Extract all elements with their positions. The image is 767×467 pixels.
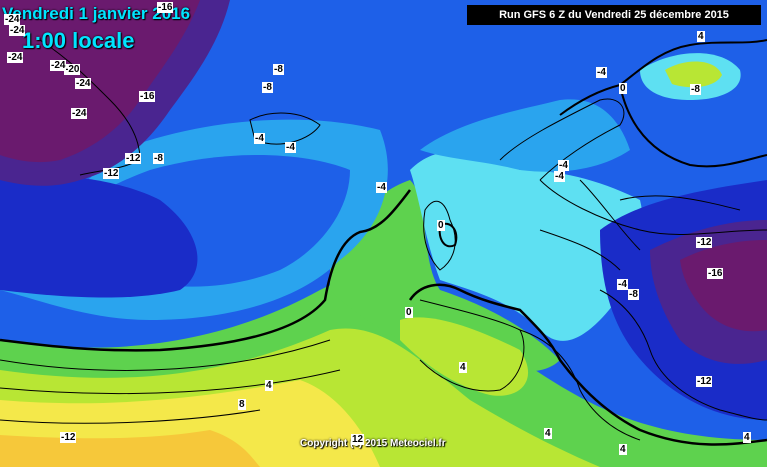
valid-time: 1:00 locale — [22, 28, 135, 53]
contour-label: -12 — [103, 168, 120, 179]
contour-label: -24 — [7, 52, 24, 63]
contour-label: -12 — [60, 432, 77, 443]
contour-label: 8 — [238, 399, 246, 410]
contour-label: 0 — [437, 220, 445, 231]
run-info: Run GFS 6 Z du Vendredi 25 décembre 2015 — [467, 5, 761, 25]
contour-label: 0 — [405, 307, 413, 318]
contour-label: 4 — [697, 31, 705, 42]
contour-label: -24 — [71, 108, 88, 119]
contour-label: -24 — [9, 25, 26, 36]
valid-date: Vendredi 1 janvier 2016 — [2, 4, 191, 23]
contour-label: 4 — [265, 380, 273, 391]
contour-label: -24 — [4, 14, 21, 25]
contour-label: -4 — [554, 171, 565, 182]
contour-label: 4 — [619, 444, 627, 455]
contour-label: -8 — [690, 84, 701, 95]
contour-label: -8 — [273, 64, 284, 75]
contour-label: -24 — [50, 60, 67, 71]
contour-label: -8 — [153, 153, 164, 164]
contour-label: -16 — [157, 2, 174, 13]
contour-label: -8 — [262, 82, 273, 93]
copyright: Copyright (c) 2015 Meteociel.fr — [300, 438, 446, 449]
contour-label: 12 — [351, 434, 365, 445]
contour-label: -4 — [254, 133, 265, 144]
contour-label: -12 — [696, 237, 713, 248]
contour-label: -4 — [285, 142, 296, 153]
contour-label: 4 — [544, 428, 552, 439]
contour-label: -16 — [707, 268, 724, 279]
contour-label: -4 — [558, 160, 569, 171]
contour-label: 0 — [619, 83, 627, 94]
contour-label: 4 — [743, 432, 751, 443]
contour-label: -24 — [75, 78, 92, 89]
contour-label: -4 — [596, 67, 607, 78]
contour-label: -4 — [376, 182, 387, 193]
contour-label: -16 — [139, 91, 156, 102]
contour-label: 4 — [459, 362, 467, 373]
contour-label: -12 — [696, 376, 713, 387]
contour-label: -8 — [628, 289, 639, 300]
contour-label: -4 — [617, 279, 628, 290]
contour-label: -12 — [125, 153, 142, 164]
contour-label: -20 — [64, 64, 81, 75]
